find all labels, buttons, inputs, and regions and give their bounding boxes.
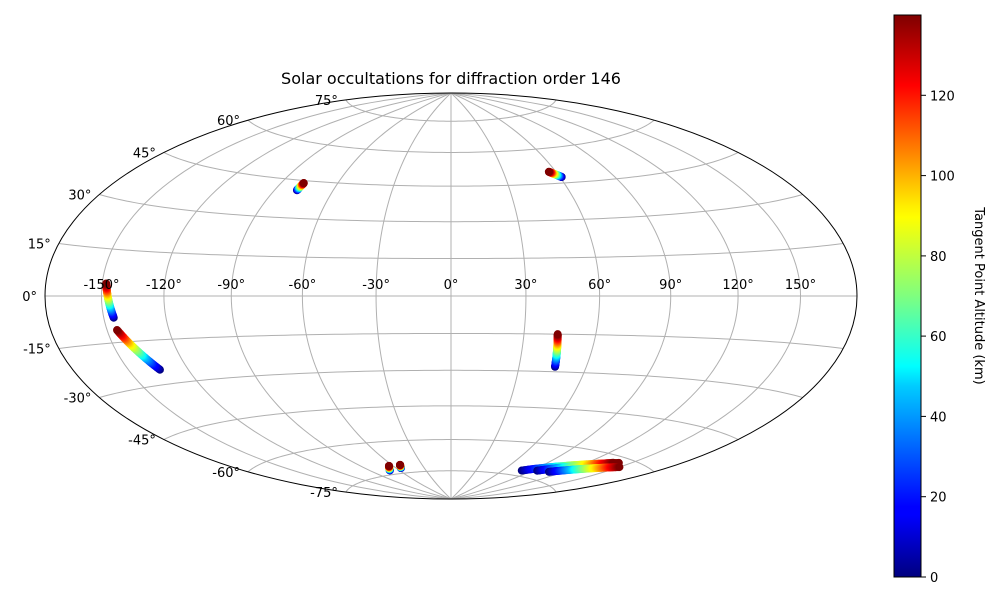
lat-tick-label: -60° — [212, 466, 240, 481]
lat-tick-label: 45° — [133, 147, 156, 162]
lon-tick-label: 90° — [659, 278, 682, 293]
lat-tick-label: 30° — [68, 189, 91, 204]
parallel-line — [345, 470, 557, 493]
colorbar-tick-label: 80 — [930, 250, 947, 265]
lon-tick-label: -120° — [146, 278, 182, 293]
parallel-line — [99, 194, 803, 223]
lon-tick-label: 60° — [588, 278, 611, 293]
parallel-line — [58, 332, 844, 350]
lon-tick-label: -60° — [289, 278, 317, 293]
lat-tick-label: -45° — [128, 434, 156, 449]
lat-tick-label: -15° — [23, 343, 51, 358]
parallel-line — [345, 99, 557, 122]
colorbar — [893, 14, 922, 578]
occultation-point — [113, 326, 122, 335]
lat-tick-label: 60° — [217, 114, 240, 129]
occultation-point — [544, 167, 553, 176]
latitude-tick-labels: -75° -60° -45° -30° -15° 0° 15° 30° 45° 60° 75° — [22, 94, 338, 501]
colorbar-tick-label: 60 — [930, 330, 947, 345]
occultation-point — [102, 279, 111, 288]
longitude-tick-labels: -150° -120° -90° -60° -30° 0° 30° 60° 90° 120° 150… — [83, 278, 816, 293]
occultation-point — [299, 179, 308, 188]
parallel-line — [247, 119, 655, 153]
parallel-line — [163, 405, 739, 440]
lat-tick-label: -30° — [64, 392, 92, 407]
chart-title: Solar occultations for diffraction order… — [281, 69, 621, 88]
lon-tick-label: 150° — [785, 278, 816, 293]
lat-tick-label: 15° — [28, 238, 51, 253]
occultation-point — [615, 463, 624, 472]
map-outline — [44, 92, 858, 500]
lat-tick-label: 75° — [315, 94, 338, 109]
occultation-point — [396, 460, 405, 469]
parallel-line — [247, 439, 655, 473]
colorbar-label: Tangent Point Altitude (km) — [971, 206, 986, 384]
colorbar-tick-label: 120 — [930, 89, 955, 104]
graticule — [45, 93, 857, 499]
parallel-line — [163, 152, 739, 187]
colorbar-tick-label: 0 — [930, 571, 938, 586]
colorbar-tick-label: 40 — [930, 410, 947, 425]
colorbar-tick-label: 100 — [930, 170, 955, 185]
occultation-point — [553, 330, 562, 339]
lon-tick-label: 0° — [444, 278, 459, 293]
occultation-point — [384, 461, 393, 470]
lon-tick-label: -90° — [217, 278, 245, 293]
lon-tick-label: 30° — [514, 278, 537, 293]
parallel-line — [58, 242, 844, 260]
lat-tick-label: 0° — [22, 290, 37, 305]
occultation-points — [102, 167, 624, 476]
colorbar-ticks: 0 20 40 60 80 100 120 — [921, 89, 955, 586]
colorbar-tick-label: 20 — [930, 491, 947, 506]
lon-tick-label: 120° — [722, 278, 753, 293]
parallel-line — [99, 369, 803, 398]
lon-tick-label: -30° — [362, 278, 390, 293]
lat-tick-label: -75° — [310, 486, 338, 501]
lon-tick-label: -150° — [83, 278, 119, 293]
